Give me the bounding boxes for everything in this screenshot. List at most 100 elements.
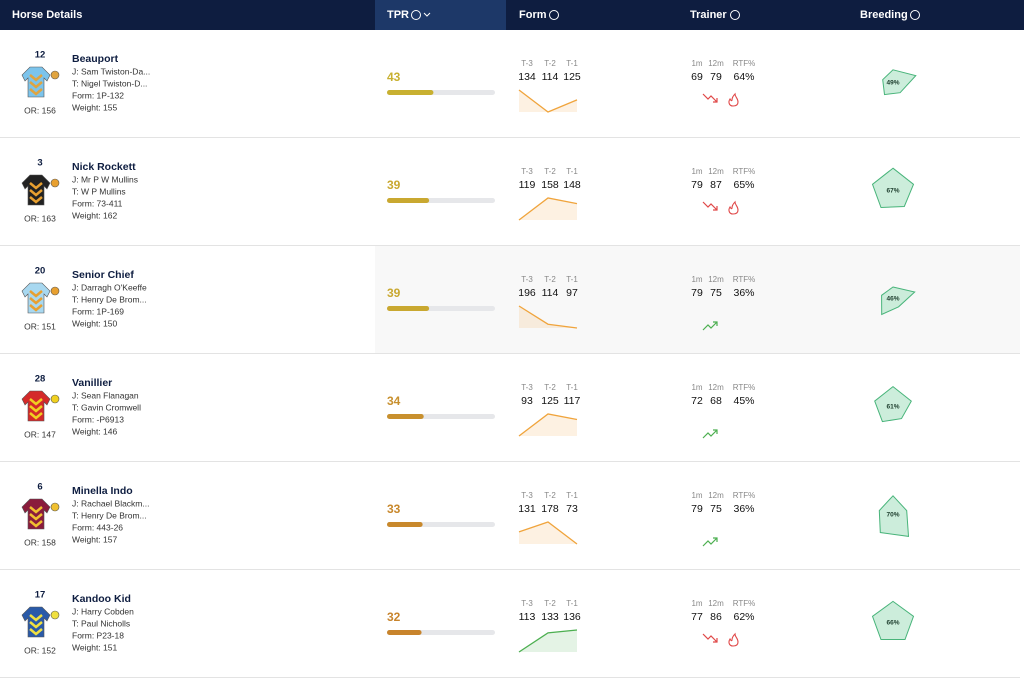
info-icon[interactable] [411,10,421,20]
trainer-value: 65% [733,179,754,191]
trainer-label: RTF% [733,599,756,608]
horse-name[interactable]: Nick Rockett [72,161,136,173]
horse-trainer: T: Henry De Brom... [72,510,147,520]
tpr-value: 33 [387,502,401,516]
breeding-value: 66% [886,620,899,627]
official-rating: OR: 158 [24,537,56,547]
trainer-value: 79 [691,503,703,515]
header-label[interactable]: Form [519,9,547,21]
horse-form: Form: 1P-132 [72,90,124,100]
trainer-label: RTF% [733,275,756,284]
horse-jockey: J: Sam Twiston-Da... [72,66,150,76]
header-label: Horse Details [12,9,82,21]
trainer-label: RTF% [733,59,756,68]
form-label: T-2 [544,167,556,176]
tpr-bar [387,630,422,635]
info-icon[interactable] [910,10,920,20]
header-label[interactable]: Breeding [860,9,908,21]
trainer-label: 1m [691,383,702,392]
horse-weight: Weight: 150 [72,318,117,328]
breeding-radar [871,600,915,640]
silk [21,66,51,98]
trainer-value: 68 [710,395,722,407]
form-value: 136 [563,611,581,623]
horse-form: Form: 443-26 [72,522,123,532]
trainer-label: 1m [691,59,702,68]
form-value: 125 [563,71,581,83]
horse-weight: Weight: 151 [72,642,117,652]
form-area [519,90,577,112]
trainer-value: 77 [691,611,703,623]
silk-pattern [29,614,43,636]
trainer-value: 69 [691,71,703,83]
silk [21,498,51,530]
form-area [519,630,577,652]
silk-cap [50,286,60,296]
form-value: 131 [518,503,536,515]
horse-weight: Weight: 157 [72,534,117,544]
sort-icon[interactable] [423,12,431,17]
horse-jockey: J: Mr P W Mullins [72,174,138,184]
trainer-value: 75 [710,503,722,515]
trainer-value: 45% [733,395,754,407]
horse-trainer: T: Gavin Cromwell [72,402,141,412]
header-label[interactable]: TPR [387,9,409,21]
horse-trainer: T: Henry De Brom... [72,294,147,304]
breeding-radar [878,495,910,537]
horse-name[interactable]: Kandoo Kid [72,593,131,605]
trend-down [702,201,718,211]
info-icon[interactable] [730,10,740,20]
horse-name[interactable]: Beauport [72,53,119,65]
form-value: 134 [518,71,536,83]
form-value: 178 [541,503,559,515]
saddle-number: 6 [37,482,42,493]
tpr-value: 34 [387,394,401,408]
horse-weight: Weight: 146 [72,426,117,436]
trainer-label: 12m [708,491,724,500]
horse-jockey: J: Sean Flanagan [72,390,139,400]
trainer-label: RTF% [733,491,756,500]
hot-icon [728,200,739,215]
silk-cap [50,70,60,80]
breeding-value: 70% [886,512,899,519]
form-label: T-3 [521,491,533,500]
trend-up [702,321,718,331]
form-value: 117 [564,395,581,407]
form-label: T-3 [521,59,533,68]
saddle-number: 28 [35,374,46,385]
horse-jockey: J: Harry Cobden [72,606,134,616]
breeding-value: 46% [886,296,899,303]
form-sparkline [518,413,578,437]
header-label[interactable]: Trainer [690,9,727,21]
official-rating: OR: 152 [24,645,56,655]
breeding-value: 61% [886,404,899,411]
trend-up [702,537,718,547]
trainer-label: 1m [691,167,702,176]
official-rating: OR: 151 [24,321,56,331]
silk-pattern [29,506,43,528]
tpr-bar [387,306,430,311]
form-label: T-3 [521,383,533,392]
saddle-number: 12 [35,50,46,61]
breeding-radar [882,69,917,96]
form-value: 97 [566,287,578,299]
silk [21,174,51,206]
info-icon[interactable] [549,10,559,20]
horse-name[interactable]: Senior Chief [72,269,134,281]
breeding-radar [871,167,915,209]
trend-up [702,429,718,439]
form-area [519,306,577,328]
horse-name[interactable]: Minella Indo [72,485,133,497]
tpr-bar [387,90,434,95]
trainer-label: 12m [708,599,724,608]
trend-down [702,633,718,643]
horse-name[interactable]: Vanillier [72,377,112,389]
horse-jockey: J: Rachael Blackm... [72,498,149,508]
trainer-value: 36% [733,287,754,299]
horse-form: Form: 73-411 [72,198,123,208]
form-sparkline [518,89,578,113]
tpr-value: 39 [387,178,401,192]
trainer-label: RTF% [733,383,756,392]
form-sparkline [518,629,578,653]
trainer-value: 79 [691,179,703,191]
